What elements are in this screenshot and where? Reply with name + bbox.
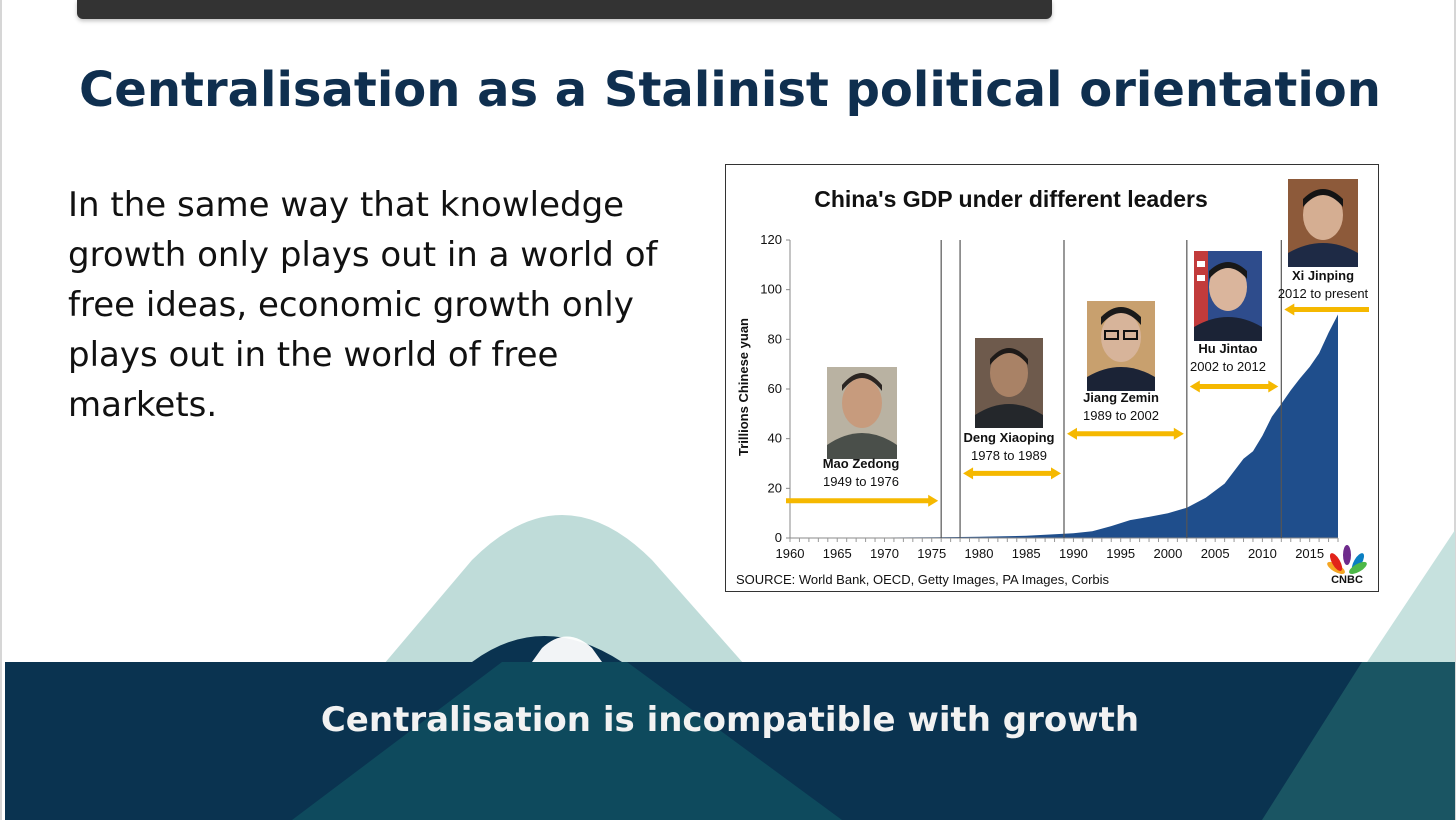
y-tick-label: 60 (768, 381, 782, 396)
leader-term-label: 1949 to 1976 (823, 474, 899, 489)
x-tick-label: 1975 (917, 546, 946, 561)
leader-term-label: 1978 to 1989 (971, 448, 1047, 463)
chart-title: China's GDP under different leaders (814, 186, 1208, 212)
leader-name-label: Mao Zedong (823, 456, 900, 471)
arrow-head-right (1051, 467, 1061, 480)
y-tick-label: 80 (768, 331, 782, 346)
x-tick-label: 1970 (870, 546, 899, 561)
y-tick-label: 0 (775, 530, 782, 545)
gdp-chart: China's GDP under different leaders Tril… (725, 164, 1379, 592)
chart-y-axis-label: Trillions Chinese yuan (736, 318, 751, 456)
x-tick-label: 1965 (823, 546, 852, 561)
portrait-mao-zedong (827, 367, 897, 459)
slide-title: Centralisation as a Stalinist political … (79, 62, 1381, 118)
arrow-head-left (1067, 427, 1077, 440)
arrow-head-right (1268, 380, 1279, 393)
x-tick-label: 1960 (776, 546, 805, 561)
arrow-head-right (1173, 427, 1184, 440)
plot-area: 0 20 40 60 80 100 120 1960 1965 1970 1975 1980 1985 1… (760, 232, 1369, 561)
x-tick-label: 1985 (1012, 546, 1041, 561)
y-tick-label: 100 (760, 282, 782, 297)
arrow-head-left (1189, 380, 1200, 393)
top-toolbar-bar (77, 0, 1052, 19)
leader-term-label: 2012 to present (1278, 286, 1369, 301)
cnbc-logo: CNBC (1327, 545, 1367, 586)
portrait-jiang-zemin (1087, 301, 1155, 391)
x-tick-label: 2010 (1248, 546, 1277, 561)
portrait-xi-jinping (1288, 179, 1358, 267)
y-tick-label: 40 (768, 431, 782, 446)
leader-name-label: Deng Xiaoping (964, 430, 1055, 445)
portrait-hu-jintao (1194, 251, 1262, 341)
arrow-head-left (1284, 303, 1295, 316)
leader-name-label: Xi Jinping (1292, 268, 1354, 283)
x-tick-label: 2005 (1201, 546, 1230, 561)
y-tick-label: 120 (760, 232, 782, 247)
leader-name-label: Jiang Zemin (1083, 390, 1159, 405)
x-tick-label: 2000 (1153, 546, 1182, 561)
x-tick-label: 1990 (1059, 546, 1088, 561)
leader-name-label: Hu Jintao (1198, 341, 1257, 356)
arrow-head-right (928, 494, 939, 507)
gdp-area-series (790, 314, 1338, 538)
chart-source-note: SOURCE: World Bank, OECD, Getty Images, … (736, 572, 1110, 587)
footer-caption: Centralisation is incompatible with grow… (320, 700, 1140, 740)
cnbc-logo-text: CNBC (1331, 574, 1363, 586)
arrow-head-left (963, 467, 974, 480)
leader-term-label: 2002 to 2012 (1190, 359, 1266, 374)
x-tick-label: 2015 (1295, 546, 1324, 561)
portrait-deng-xiaoping (975, 338, 1043, 428)
leader-term-label: 1989 to 2002 (1083, 408, 1159, 423)
y-tick-label: 20 (768, 480, 782, 495)
x-tick-label: 1995 (1106, 546, 1135, 561)
x-tick-label: 1980 (965, 546, 994, 561)
gdp-chart-svg: China's GDP under different leaders Tril… (736, 179, 1369, 587)
body-paragraph: In the same way that knowledge growth on… (68, 185, 658, 425)
